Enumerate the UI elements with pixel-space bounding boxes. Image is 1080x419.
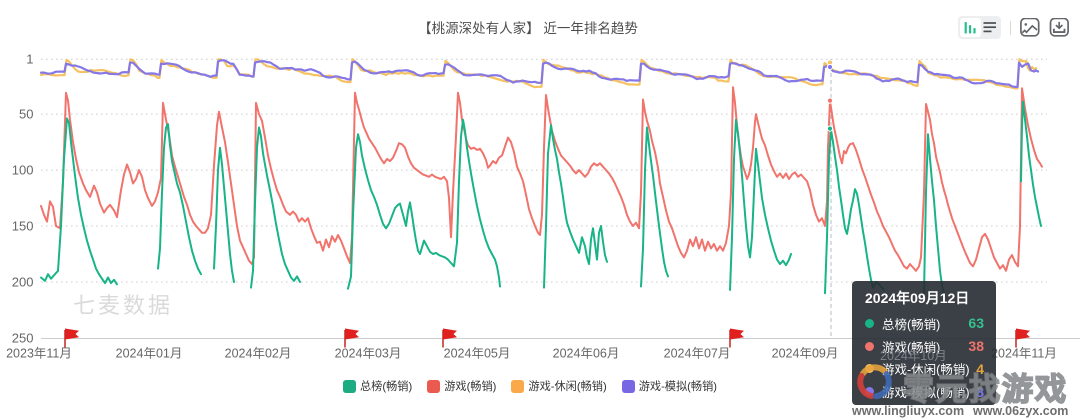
svg-text:2024年03月: 2024年03月 bbox=[335, 347, 402, 361]
svg-text:2024年02月: 2024年02月 bbox=[225, 347, 292, 361]
svg-text:2023年11月: 2023年11月 bbox=[6, 347, 72, 361]
svg-text:200: 200 bbox=[12, 275, 34, 290]
svg-text:1: 1 bbox=[26, 52, 33, 67]
svg-text:2024年05月: 2024年05月 bbox=[444, 347, 511, 361]
svg-text:2024年07月: 2024年07月 bbox=[664, 347, 731, 361]
svg-text:2024年09月: 2024年09月 bbox=[772, 347, 839, 361]
svg-text:150: 150 bbox=[12, 219, 34, 234]
svg-text:100: 100 bbox=[12, 163, 34, 178]
svg-text:2024年06月: 2024年06月 bbox=[553, 347, 620, 361]
svg-text:50: 50 bbox=[19, 107, 33, 122]
svg-text:2024年01月: 2024年01月 bbox=[116, 347, 183, 361]
svg-text:2024年11月: 2024年11月 bbox=[991, 347, 1057, 361]
svg-text:250: 250 bbox=[12, 331, 34, 346]
